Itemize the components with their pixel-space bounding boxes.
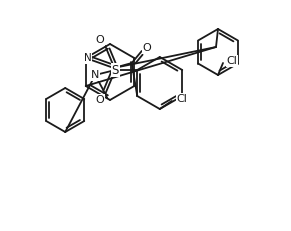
Text: S: S [111, 64, 119, 76]
Text: O: O [96, 95, 104, 105]
Text: O: O [142, 43, 151, 53]
Text: O: O [96, 35, 104, 45]
Text: N: N [84, 53, 92, 63]
Text: Cl: Cl [227, 56, 237, 66]
Text: Cl: Cl [176, 94, 187, 104]
Text: N: N [91, 70, 100, 80]
